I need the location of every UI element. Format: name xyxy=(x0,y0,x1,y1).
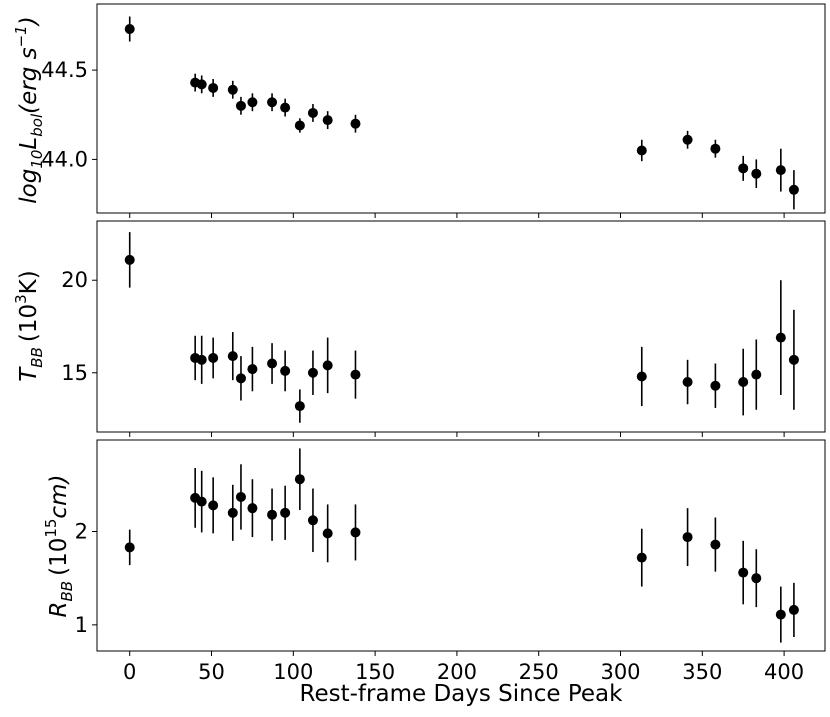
plot-frame-luminosity xyxy=(96,3,826,214)
data-point xyxy=(788,184,799,195)
panel-luminosity: 44.0 44.5 xyxy=(41,3,826,218)
data-point xyxy=(751,369,762,380)
data-point xyxy=(267,509,278,520)
data-point xyxy=(682,134,693,145)
data-point xyxy=(751,573,762,584)
data-point xyxy=(280,365,291,376)
x-tick-label: 200 xyxy=(437,660,477,684)
plot-frame-temperature xyxy=(96,220,826,433)
data-point xyxy=(738,163,749,174)
y-tick-label: 44.0 xyxy=(41,147,88,171)
data-point xyxy=(350,527,361,538)
data-point xyxy=(267,97,278,108)
data-point xyxy=(227,84,238,95)
y-axis-label-luminosity: log10Lbol(erg s−1) xyxy=(12,16,46,203)
y-axis-label-radius: RBB(1015cm) xyxy=(42,475,76,618)
data-point xyxy=(235,100,246,111)
data-point xyxy=(738,567,749,578)
data-point xyxy=(322,115,333,126)
data-point xyxy=(267,358,278,369)
x-tick-label: 300 xyxy=(600,660,640,684)
data-point xyxy=(196,79,207,90)
y-tick-label: 20 xyxy=(61,268,88,292)
y-axis-label-temperature: TBB(103K) xyxy=(12,270,46,382)
data-point xyxy=(307,367,318,378)
data-point xyxy=(247,97,258,108)
data-point xyxy=(235,491,246,502)
data-point xyxy=(124,254,135,265)
panel-radius: 1 2 0 50 100 150 200 250 300 350 400 xyxy=(75,439,826,684)
data-point xyxy=(247,364,258,375)
data-point xyxy=(227,507,238,518)
data-point xyxy=(227,351,238,362)
x-tick-label: 150 xyxy=(355,660,395,684)
data-point xyxy=(196,354,207,365)
plot-frame-radius xyxy=(96,439,826,652)
data-point xyxy=(196,496,207,507)
data-point xyxy=(788,354,799,365)
data-point xyxy=(775,609,786,620)
data-point xyxy=(775,165,786,176)
data-point xyxy=(208,352,219,363)
data-point xyxy=(280,102,291,113)
x-tick-label: 400 xyxy=(764,660,804,684)
data-point xyxy=(247,503,258,514)
x-axis-label: Rest-frame Days Since Peak xyxy=(300,681,624,707)
x-tick-label: 0 xyxy=(123,660,136,684)
x-tick-label: 100 xyxy=(273,660,313,684)
data-point xyxy=(710,380,721,391)
data-point xyxy=(208,500,219,511)
data-point xyxy=(124,542,135,553)
data-point xyxy=(235,373,246,384)
data-point xyxy=(682,377,693,388)
y-tick-label: 44.5 xyxy=(41,58,88,82)
y-tick-label: 15 xyxy=(61,361,88,385)
data-point xyxy=(208,82,219,93)
data-point xyxy=(738,377,749,388)
data-point xyxy=(775,332,786,343)
y-tick-label: 1 xyxy=(75,613,88,637)
data-point xyxy=(294,401,305,412)
data-point xyxy=(294,474,305,485)
data-point xyxy=(751,168,762,179)
x-tick-label: 350 xyxy=(682,660,722,684)
data-point xyxy=(788,604,799,615)
y-tick-label: 2 xyxy=(75,519,88,543)
data-point xyxy=(710,539,721,550)
data-point xyxy=(350,369,361,380)
data-point xyxy=(636,371,647,382)
x-tick-label: 50 xyxy=(198,660,225,684)
data-point xyxy=(682,532,693,543)
data-point xyxy=(322,360,333,371)
data-point xyxy=(350,118,361,129)
data-point xyxy=(636,552,647,563)
data-point xyxy=(294,120,305,131)
data-point xyxy=(307,107,318,118)
data-point xyxy=(710,143,721,154)
data-point xyxy=(124,24,135,35)
data-point xyxy=(307,515,318,526)
data-point xyxy=(280,507,291,518)
data-point xyxy=(636,145,647,156)
x-tick-label: 250 xyxy=(519,660,559,684)
data-point xyxy=(322,528,333,539)
